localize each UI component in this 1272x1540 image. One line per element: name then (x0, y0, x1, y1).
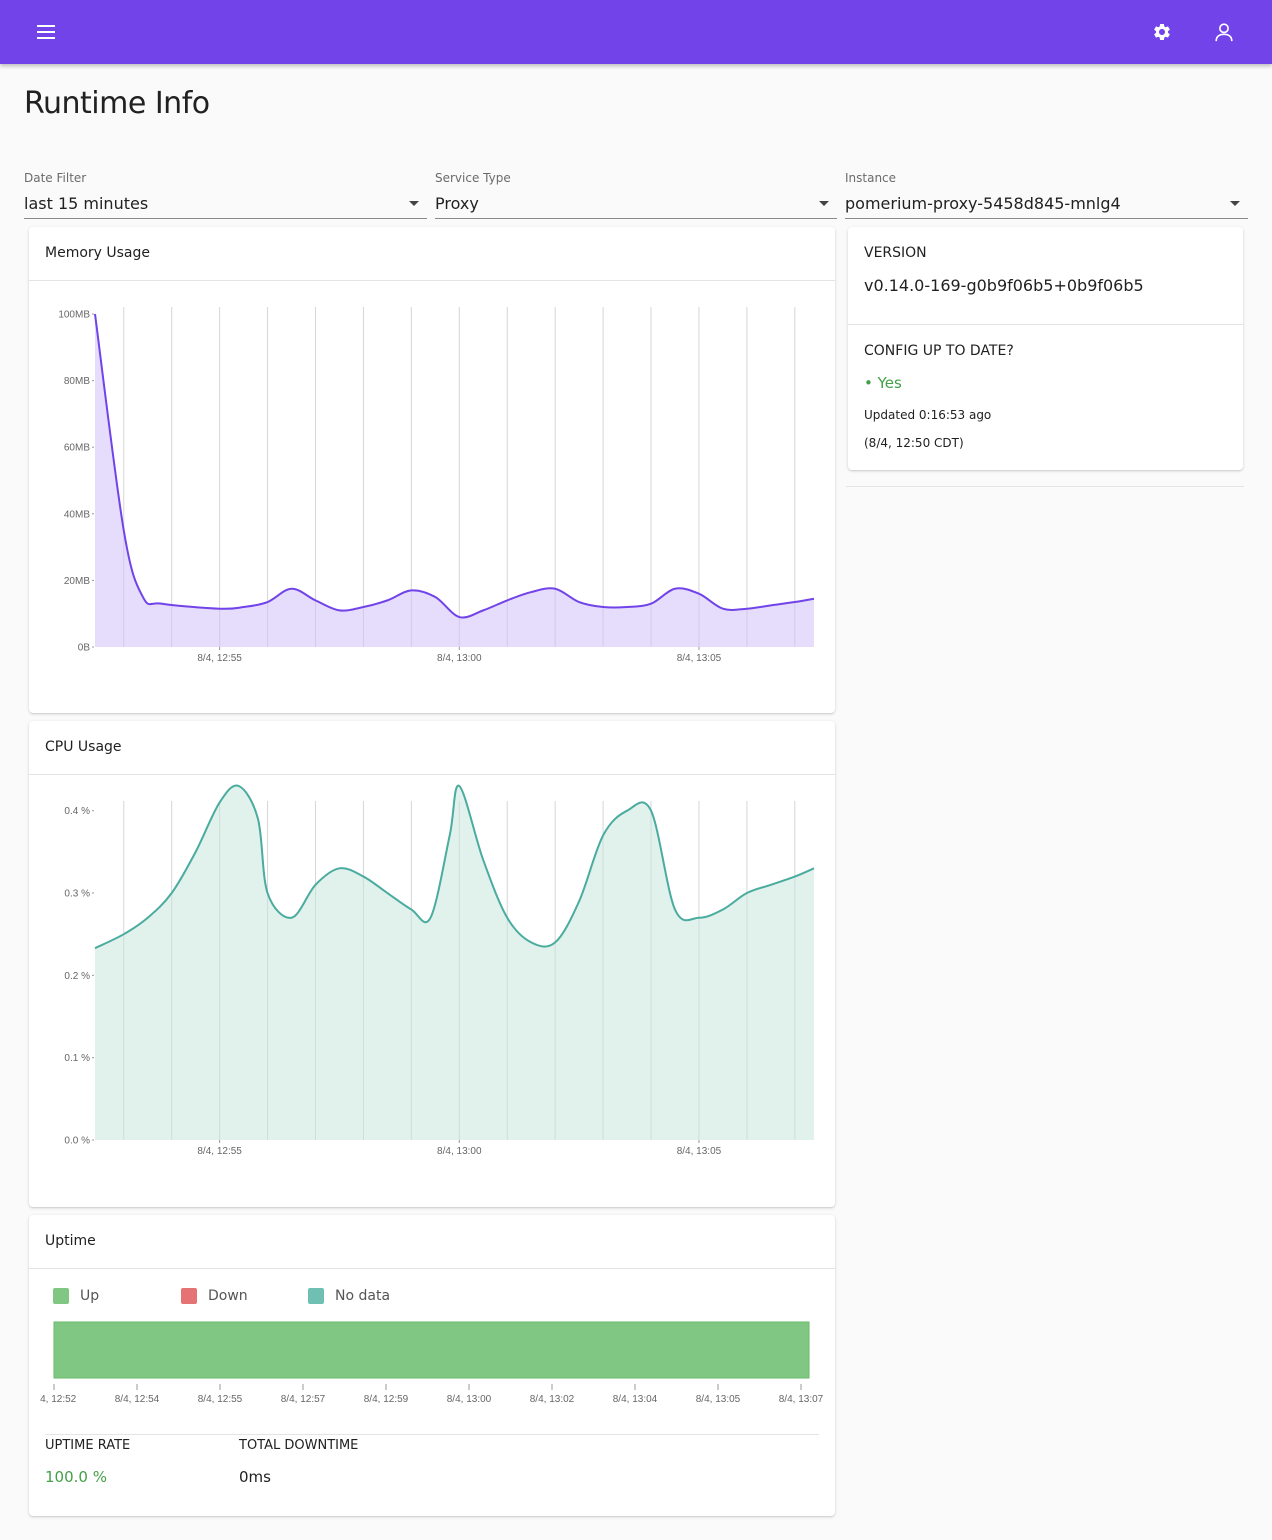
account-button[interactable] (1204, 12, 1244, 52)
date-filter-select[interactable]: Date Filter last 15 minutes (24, 170, 427, 219)
uptime-x-tick-label: 8/4, 13:04 (613, 1394, 658, 1405)
uptime-bar (53, 1321, 810, 1379)
gear-icon (1154, 23, 1170, 40)
memory-x-tick-label: 8/4, 13:05 (677, 653, 722, 664)
config-label: CONFIG UP TO DATE? (864, 343, 1014, 359)
cpu-y-tick-label: 0.3 % (64, 889, 90, 900)
memory-y-tick-label: 0B (78, 643, 91, 654)
service-type-select[interactable]: Service Type Proxy (435, 170, 837, 219)
memory-series-line (94, 313, 815, 619)
cpu-x-tick-label: 8/4, 13:05 (677, 1146, 722, 1157)
cpu-series-line (94, 784, 815, 950)
cpu-usage-chart: 0.0 % 0.1 % 0.2 % 0.3 % 0.4 % 8/4, 12:55 8/4, … (64, 784, 815, 1157)
legend-up-label: Up (80, 1288, 100, 1304)
user-icon (1215, 23, 1233, 42)
total-downtime-label: TOTAL DOWNTIME (239, 1438, 359, 1453)
memory-y-tick-label: 40MB (64, 509, 90, 520)
cpu-x-tick-label: 8/4, 12:55 (197, 1146, 242, 1157)
memory-y-tick-label: 20MB (64, 576, 90, 587)
memory-y-tick-label: 60MB (64, 443, 90, 454)
memory-usage-title: Memory Usage (29, 227, 835, 281)
cpu-y-tick-label: 0.4 % (64, 806, 90, 817)
instance-select[interactable]: Instance pomerium-proxy-5458d845-mnlg4 (845, 170, 1248, 219)
memory-x-tick-label: 8/4, 13:00 (437, 653, 482, 664)
config-status: • Yes (864, 374, 902, 392)
page-title: Runtime Info (24, 86, 210, 121)
service-type-value: Proxy (435, 194, 479, 213)
side-divider (846, 486, 1244, 487)
chevron-down-icon (1230, 201, 1240, 206)
memory-x-tick-label: 8/4, 12:55 (197, 653, 242, 664)
uptime-title: Uptime (29, 1215, 835, 1269)
uptime-x-tick-label: 8/4, 13:00 (447, 1394, 492, 1405)
uptime-x-tick-label: 8/4, 13:07 (779, 1394, 824, 1405)
version-label: VERSION (864, 245, 927, 261)
uptime-x-tick-label: 8/4, 12:59 (364, 1394, 409, 1405)
uptime-x-tick-label: 8/4, 12:52 (40, 1394, 77, 1405)
info-divider (848, 324, 1243, 325)
cpu-x-tick-label: 8/4, 13:00 (437, 1146, 482, 1157)
legend-down-label: Down (208, 1288, 248, 1304)
uptime-x-tick-label: 8/4, 12:54 (115, 1394, 160, 1405)
date-filter-label: Date Filter (24, 171, 87, 185)
uptime-rate-label: UPTIME RATE (45, 1438, 131, 1453)
uptime-rate-value: 100.0 % (45, 1468, 107, 1486)
uptime-x-tick-label: 8/4, 12:55 (198, 1394, 243, 1405)
cpu-y-tick-label: 0.2 % (64, 971, 90, 982)
menu-button[interactable] (26, 12, 66, 52)
cpu-y-tick-label: 0.1 % (64, 1053, 90, 1064)
uptime-divider (45, 1434, 819, 1435)
legend-no-data[interactable]: No data (308, 1287, 390, 1305)
total-downtime-value: 0ms (239, 1468, 271, 1486)
instance-info-card: VERSION v0.14.0-169-g0b9f06b5+0b9f06b5 C… (848, 227, 1243, 470)
config-updated-text: Updated 0:16:53 ago (864, 408, 992, 422)
cpu-usage-card: CPU Usage 0.0 % 0.1 % 0.2 % 0.3 % 0.4 % 8/4, … (29, 721, 835, 1207)
version-value: v0.14.0-169-g0b9f06b5+0b9f06b5 (864, 276, 1144, 295)
legend-no-data-label: No data (335, 1288, 391, 1304)
memory-y-tick-label: 80MB (64, 376, 90, 387)
legend-up[interactable]: Up (53, 1287, 99, 1305)
chevron-down-icon (409, 201, 419, 206)
chevron-down-icon (819, 201, 829, 206)
memory-usage-chart: 0B 20MB 40MB 60MB 80MB 100MB 8/4, 12:55 8/4, 13… (58, 307, 815, 664)
uptime-x-tick-label: 8/4, 12:57 (281, 1394, 326, 1405)
uptime-x-tick-label: 8/4, 13:02 (530, 1394, 575, 1405)
cpu-y-tick-label: 0.0 % (64, 1136, 90, 1147)
legend-down[interactable]: Down (181, 1287, 248, 1305)
memory-usage-card: Memory Usage 0B 20MB 40MB 60MB 80MB 100MB 8/4,… (29, 227, 835, 713)
app-bar (0, 0, 1272, 64)
memory-y-tick-label: 100MB (58, 310, 90, 321)
settings-button[interactable] (1142, 12, 1182, 52)
instance-label: Instance (845, 171, 897, 185)
uptime-x-tick-label: 8/4, 13:05 (696, 1394, 741, 1405)
instance-value: pomerium-proxy-5458d845-mnlg4 (845, 194, 1121, 213)
config-updated-time: (8/4, 12:50 CDT) (864, 436, 964, 450)
menu-icon (37, 25, 55, 39)
legend-down-swatch (181, 1288, 197, 1304)
uptime-chart: 8/4, 12:52 8/4, 12:54 8/4, 12:55 8/4, 12:57… (40, 1321, 824, 1405)
cpu-series-area (95, 785, 814, 1140)
memory-series-area (95, 314, 814, 647)
date-filter-value: last 15 minutes (24, 194, 149, 213)
legend-no-data-swatch (308, 1288, 324, 1304)
legend-up-swatch (53, 1288, 69, 1304)
service-type-label: Service Type (435, 171, 511, 185)
cpu-usage-title: CPU Usage (29, 721, 835, 775)
